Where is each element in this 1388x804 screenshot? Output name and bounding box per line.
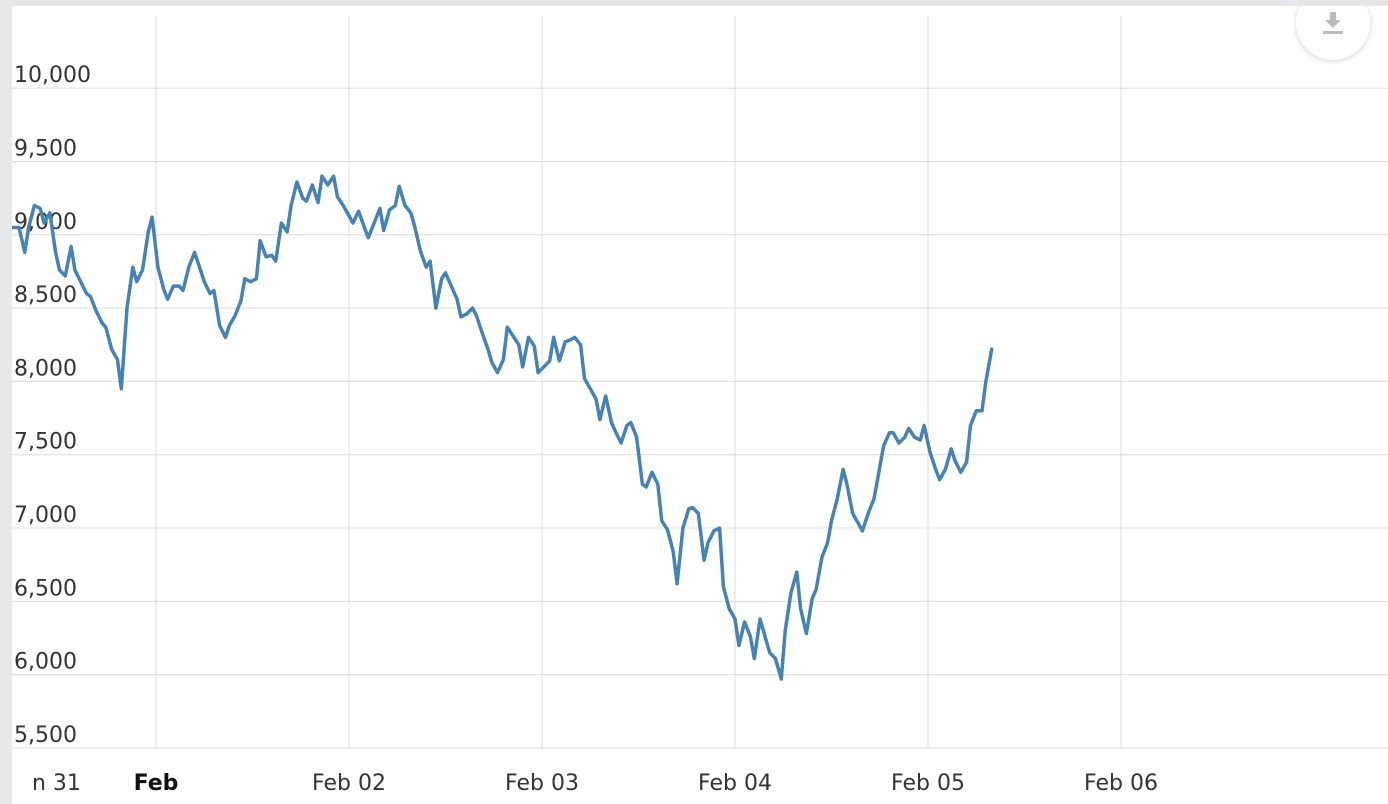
x-tick-label: Feb 03 (505, 771, 579, 796)
y-tick-label: 7,500 (14, 430, 77, 455)
y-tick-label: 10,000 (14, 63, 91, 88)
line-chart[interactable]: 5,5006,0006,5007,0007,5008,0008,5009,000… (12, 6, 1388, 804)
y-tick-label: 5,500 (14, 723, 77, 748)
series-line[interactable] (12, 44, 994, 681)
y-tick-label: 6,500 (14, 576, 77, 601)
y-tick-label: 8,500 (14, 283, 77, 308)
y-tick-label: 9,500 (14, 136, 77, 161)
x-tick-label: Feb 06 (1084, 771, 1158, 796)
x-tick-label: Feb (134, 771, 179, 796)
chart-frame: 5,500 6,000 6,500 7,000 7,500 8,000 8,500 9,000… (12, 6, 1388, 804)
y-tick-label: 8,000 (14, 356, 77, 381)
y-tick-label: 6,000 (14, 650, 77, 675)
x-tick-label: Feb 02 (312, 771, 386, 796)
x-tick-label: Feb 04 (698, 771, 772, 796)
x-tick-label: n 31 (32, 771, 81, 796)
download-icon (1323, 12, 1343, 34)
y-tick-label: 7,000 (14, 503, 77, 528)
x-tick-label: Feb 05 (891, 771, 965, 796)
